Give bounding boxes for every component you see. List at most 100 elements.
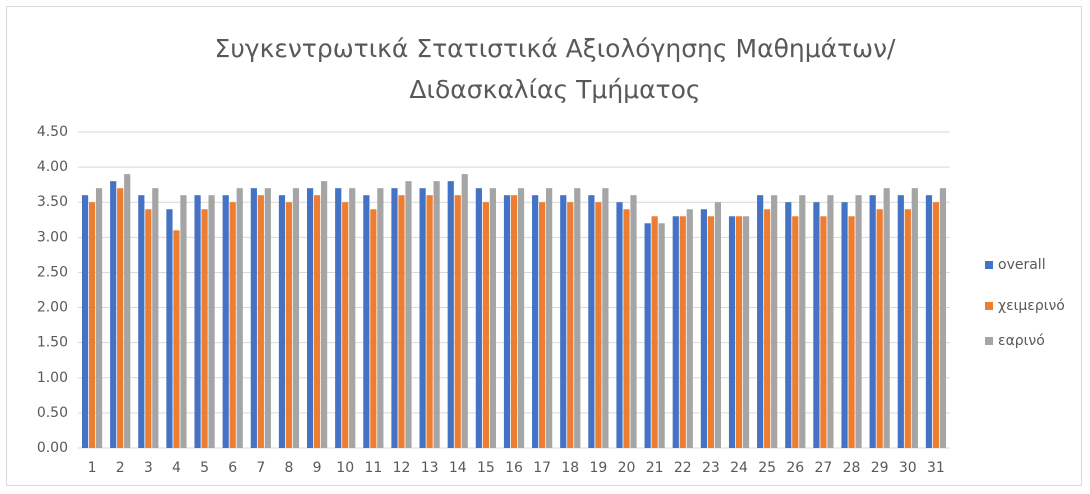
bar — [335, 188, 342, 448]
bar — [110, 181, 117, 448]
bar — [236, 188, 243, 448]
bar — [370, 209, 377, 448]
bar — [510, 195, 518, 448]
x-tick-label: 20 — [618, 460, 636, 476]
bar — [855, 195, 862, 448]
bar — [152, 188, 159, 448]
bar — [342, 202, 349, 448]
bar — [405, 181, 412, 448]
bar — [820, 216, 827, 448]
bar — [391, 188, 398, 448]
bar — [735, 216, 743, 448]
bar — [517, 188, 525, 448]
bar — [799, 195, 806, 448]
chart-title: Συγκεντρωτικά Στατιστικά Αξιολόγησης Μαθ… — [214, 34, 896, 104]
chart-border — [6, 6, 1082, 486]
x-tick-label: 18 — [561, 460, 579, 476]
bar — [630, 195, 637, 448]
bar — [257, 195, 264, 448]
bar — [426, 195, 433, 448]
bar — [173, 230, 180, 448]
x-tick-label: 6 — [228, 460, 237, 476]
x-tick-label: 22 — [674, 460, 692, 476]
bar — [320, 181, 328, 448]
y-tick-label: 2.00 — [37, 300, 68, 316]
bar — [672, 216, 679, 448]
bar — [651, 216, 658, 448]
bar — [771, 195, 778, 448]
bar — [792, 216, 799, 448]
x-tick-label: 16 — [505, 460, 523, 476]
bar — [700, 209, 708, 448]
x-tick-label: 15 — [477, 460, 495, 476]
bar — [827, 195, 834, 448]
x-tick-label: 17 — [533, 460, 551, 476]
bar — [742, 216, 750, 448]
bar — [588, 195, 595, 448]
x-tick-label: 28 — [843, 460, 861, 476]
bar — [194, 195, 201, 448]
x-tick-label: 3 — [144, 460, 153, 476]
x-tick-label: 31 — [927, 460, 945, 476]
x-tick-label: 4 — [172, 460, 181, 476]
bar — [658, 223, 665, 448]
y-tick-label: 2.50 — [37, 264, 68, 280]
bar — [145, 209, 152, 448]
bar — [117, 188, 124, 448]
bar — [876, 209, 883, 448]
bar — [560, 195, 567, 448]
x-tick-label: 27 — [815, 460, 833, 476]
bar — [546, 188, 553, 448]
bar — [222, 195, 229, 448]
bar — [714, 202, 722, 448]
bar — [841, 202, 848, 448]
bar — [363, 195, 370, 448]
x-tick-label: 13 — [421, 460, 439, 476]
bar — [939, 188, 947, 448]
bar — [644, 223, 651, 448]
y-tick-label: 0.50 — [37, 405, 68, 421]
legend-swatch — [985, 302, 993, 310]
bar — [138, 195, 145, 448]
x-tick-label: 30 — [899, 460, 917, 476]
bar — [904, 209, 911, 448]
bar — [616, 202, 623, 448]
bar — [349, 188, 356, 448]
bar — [574, 188, 581, 448]
bar — [264, 188, 271, 448]
x-tick-label: 12 — [393, 460, 411, 476]
y-tick-label: 4.00 — [37, 159, 68, 175]
bar — [539, 202, 546, 448]
bar — [285, 202, 293, 448]
x-tick-label: 25 — [758, 460, 776, 476]
bar — [313, 195, 321, 448]
bar — [489, 188, 496, 448]
bar — [278, 195, 286, 448]
bar — [306, 188, 314, 448]
x-tick-label: 5 — [200, 460, 209, 476]
x-tick-label: 24 — [730, 460, 748, 476]
bar — [482, 202, 489, 448]
x-tick-label: 23 — [702, 460, 720, 476]
bar — [377, 188, 384, 448]
bar — [883, 188, 890, 448]
bar — [419, 188, 426, 448]
bar — [95, 188, 103, 448]
bar — [447, 181, 454, 448]
bar — [124, 174, 131, 448]
bar — [602, 188, 609, 448]
bar — [433, 181, 440, 448]
x-tick-label: 14 — [449, 460, 467, 476]
x-tick-label: 29 — [871, 460, 889, 476]
x-tick-label: 1 — [88, 460, 97, 476]
bar — [201, 209, 208, 448]
bar — [728, 216, 736, 448]
x-tick-label: 21 — [646, 460, 664, 476]
y-tick-label: 1.00 — [37, 370, 68, 386]
bar — [679, 216, 686, 448]
bar — [180, 195, 187, 448]
bar — [707, 216, 715, 448]
bar — [532, 195, 539, 448]
bar — [897, 195, 904, 448]
